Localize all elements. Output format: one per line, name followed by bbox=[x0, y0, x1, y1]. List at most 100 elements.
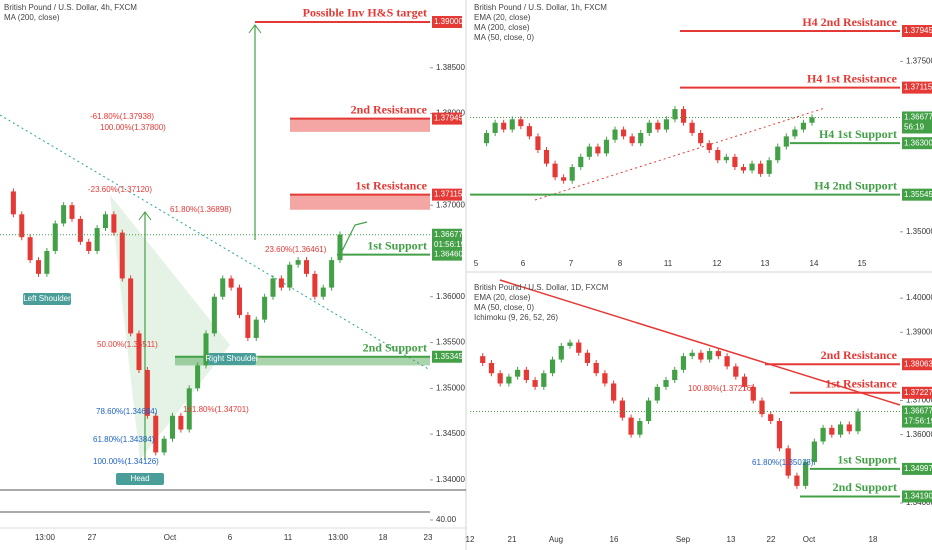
candle bbox=[619, 400, 625, 418]
date-label: 16 bbox=[610, 535, 619, 544]
indicator-label: EMA (20, close) bbox=[474, 13, 531, 22]
candle bbox=[320, 287, 326, 297]
price-badge bbox=[432, 228, 462, 251]
date-label: 6 bbox=[521, 259, 526, 268]
candle bbox=[245, 315, 251, 338]
candle bbox=[86, 241, 92, 251]
date-label: 12 bbox=[713, 259, 722, 268]
candle bbox=[654, 386, 660, 401]
price-label: 1.35345 bbox=[434, 352, 463, 361]
y-tick-label: 1.40000 bbox=[906, 293, 932, 302]
y-tick-label: 1.34000 bbox=[906, 498, 932, 507]
candle bbox=[593, 362, 599, 374]
price-label: 1.36460 bbox=[434, 250, 463, 259]
candle bbox=[483, 132, 490, 144]
date-label: 8 bbox=[618, 259, 623, 268]
candle bbox=[638, 132, 644, 144]
candle bbox=[153, 415, 159, 453]
candle bbox=[672, 369, 678, 381]
candle bbox=[758, 163, 764, 174]
candle bbox=[715, 150, 721, 161]
candle bbox=[800, 122, 807, 130]
candle bbox=[136, 333, 142, 371]
candle bbox=[611, 383, 617, 401]
y-tick-label: 1.35000 bbox=[436, 383, 465, 392]
candle bbox=[578, 156, 584, 168]
candle bbox=[312, 273, 318, 297]
candle bbox=[707, 351, 713, 360]
indicator-label: MA (50, close, 0) bbox=[474, 33, 534, 42]
price-badge bbox=[432, 15, 462, 28]
candle bbox=[689, 122, 695, 133]
date-label: 14 bbox=[810, 259, 819, 268]
candle bbox=[337, 234, 343, 261]
pattern-badge bbox=[23, 293, 71, 305]
candle bbox=[663, 380, 669, 387]
neckline bbox=[0, 114, 431, 371]
candle bbox=[803, 461, 809, 486]
candle bbox=[672, 109, 678, 120]
fib-label: 61.80%(1.34384) bbox=[93, 435, 155, 444]
date-label: 13 bbox=[761, 259, 770, 268]
date-label: 13:00 bbox=[328, 533, 349, 542]
candle bbox=[262, 296, 268, 320]
candle bbox=[253, 319, 259, 338]
indicator-label: Ichimoku (9, 26, 52, 26) bbox=[474, 313, 558, 322]
candle bbox=[526, 126, 532, 137]
candle bbox=[645, 400, 652, 422]
candle bbox=[750, 386, 756, 401]
candle bbox=[602, 373, 608, 384]
candle bbox=[776, 421, 783, 449]
candle bbox=[785, 448, 791, 476]
date-label: Oct bbox=[164, 533, 177, 542]
y-tick-label: 1.36000 bbox=[436, 292, 465, 301]
candle bbox=[698, 352, 704, 360]
countdown: 01:56:19 bbox=[434, 240, 466, 249]
fib-label: 100.00%(1.37800) bbox=[100, 123, 166, 132]
price-label: 1.36300 bbox=[904, 138, 932, 147]
candle bbox=[270, 278, 276, 297]
candle bbox=[186, 388, 192, 430]
candle bbox=[128, 278, 134, 334]
candle bbox=[27, 237, 33, 261]
candle bbox=[19, 214, 25, 238]
price-badge bbox=[902, 462, 932, 475]
arrowhead bbox=[138, 211, 152, 221]
candle bbox=[119, 232, 125, 279]
candle bbox=[775, 146, 781, 161]
candle bbox=[111, 214, 117, 233]
pattern-label: Left Shoulder bbox=[23, 294, 71, 303]
y-tick-label: 40.00 bbox=[436, 515, 457, 524]
price-label: 1.37227 bbox=[904, 388, 932, 397]
price-badge bbox=[902, 405, 932, 428]
candle bbox=[595, 146, 601, 154]
level-name: H4 2nd Support bbox=[814, 178, 897, 192]
date-label: 23 bbox=[424, 533, 433, 542]
candle bbox=[35, 260, 42, 274]
pattern-label: Head bbox=[130, 474, 149, 483]
price-label: 1.37115 bbox=[904, 83, 932, 92]
fib-label: 100.00%(1.34126) bbox=[93, 457, 159, 466]
panel-title: British Pound / U.S. Dollar, 1D, FXCM bbox=[474, 283, 609, 292]
candle bbox=[783, 136, 789, 147]
candle bbox=[52, 223, 58, 251]
candle bbox=[689, 352, 695, 357]
candle bbox=[646, 122, 652, 133]
date-label: 13:00 bbox=[35, 533, 56, 542]
candle bbox=[329, 260, 335, 288]
price-label: 1.34190 bbox=[904, 492, 932, 501]
price-label: 1.37945 bbox=[434, 114, 463, 123]
candle bbox=[584, 352, 591, 363]
candle bbox=[567, 342, 573, 346]
candle bbox=[706, 143, 712, 150]
candle bbox=[561, 177, 567, 181]
candle bbox=[178, 415, 184, 430]
candle bbox=[480, 356, 486, 363]
candle bbox=[69, 205, 75, 219]
fib-label: 161.80%(1.34701) bbox=[183, 405, 249, 414]
candle bbox=[792, 129, 798, 137]
trendline bbox=[499, 279, 901, 406]
projection-arrow bbox=[339, 221, 368, 256]
candle bbox=[492, 122, 498, 133]
